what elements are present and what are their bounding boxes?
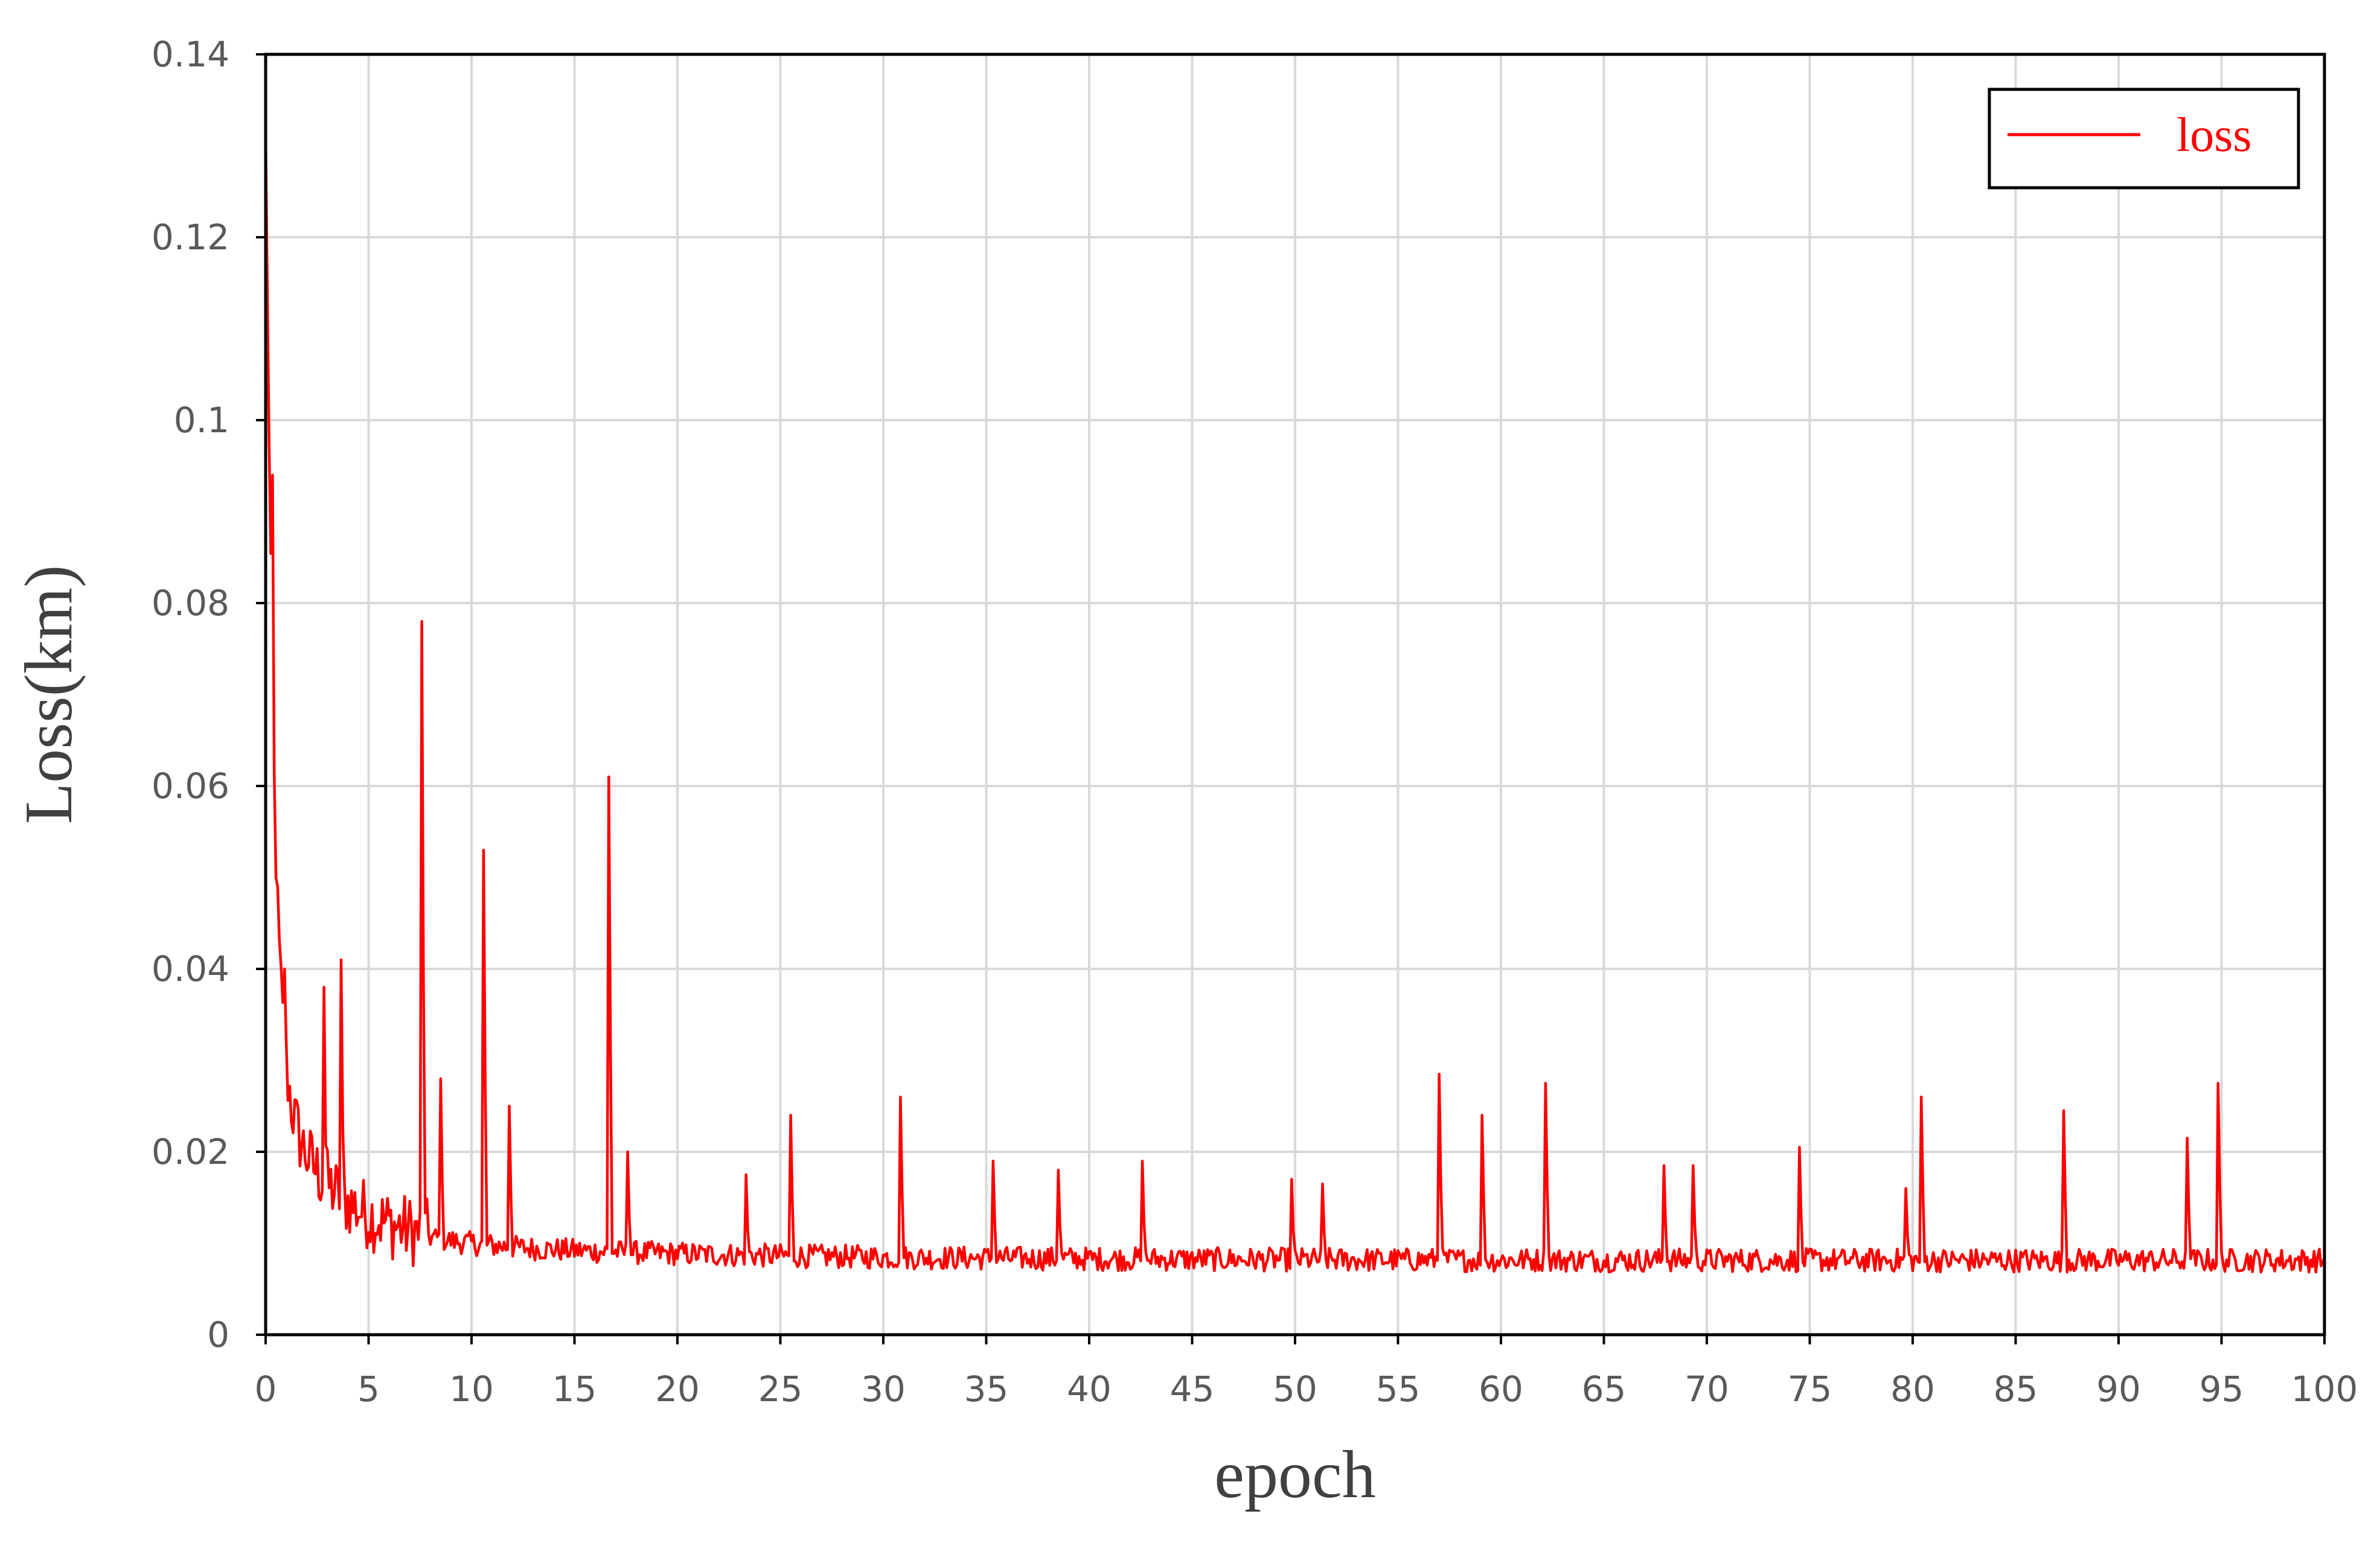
x-tick-label: 95 xyxy=(2199,1369,2244,1410)
tick-labels: 0 5 10 15 20 25 30 35 40 45 50 55 60 65 70 75 80 85 90 95 10… xyxy=(152,34,2358,1410)
x-tick-label: 65 xyxy=(1582,1369,1627,1410)
x-tick-label: 5 xyxy=(357,1369,380,1410)
y-tick-label: 0.1 xyxy=(174,400,229,441)
y-axis-label: Loss(km) xyxy=(11,565,86,824)
y-tick-label: 0.04 xyxy=(152,948,229,989)
x-tick-label: 20 xyxy=(655,1369,700,1410)
legend-box xyxy=(1988,88,2300,190)
x-tick-label: 75 xyxy=(1788,1369,1832,1410)
series-line-loss xyxy=(264,136,2326,1274)
x-tick-label: 15 xyxy=(552,1369,597,1410)
x-tick-label: 85 xyxy=(1994,1369,2038,1410)
y-tick-label: 0.02 xyxy=(152,1131,229,1172)
x-tick-label: 60 xyxy=(1479,1369,1523,1410)
x-tick-label: 35 xyxy=(964,1369,1009,1410)
y-tick-label: 0.06 xyxy=(152,765,229,807)
plot-frame xyxy=(264,53,2326,1337)
legend: loss xyxy=(1988,88,2300,190)
x-tick-label: 70 xyxy=(1684,1369,1729,1410)
legend-label-loss: loss xyxy=(2177,109,2252,162)
x-tick-label: 40 xyxy=(1067,1369,1112,1410)
x-tick-label: 45 xyxy=(1170,1369,1215,1410)
x-tick-label: 100 xyxy=(2291,1369,2358,1410)
grid-lines xyxy=(266,53,2326,1335)
x-tick-label: 25 xyxy=(758,1369,803,1410)
x-tick-label: 30 xyxy=(861,1369,906,1410)
x-tick-label: 50 xyxy=(1273,1369,1317,1410)
y-tick-label: 0.08 xyxy=(152,583,229,624)
series-layer xyxy=(264,136,2326,1274)
x-axis-label: epoch xyxy=(1214,1437,1375,1512)
x-tick-label: 55 xyxy=(1376,1369,1421,1410)
x-tick-label: 10 xyxy=(449,1369,494,1410)
y-tick-label: 0 xyxy=(207,1314,229,1355)
x-tick-label: 80 xyxy=(1890,1369,1935,1410)
y-tick-label: 0.12 xyxy=(152,217,229,258)
y-tick-label: 0.14 xyxy=(152,34,229,75)
axis-layer xyxy=(256,53,2326,1344)
x-tick-label: 90 xyxy=(2096,1369,2141,1410)
x-tick-label: 0 xyxy=(255,1369,277,1410)
